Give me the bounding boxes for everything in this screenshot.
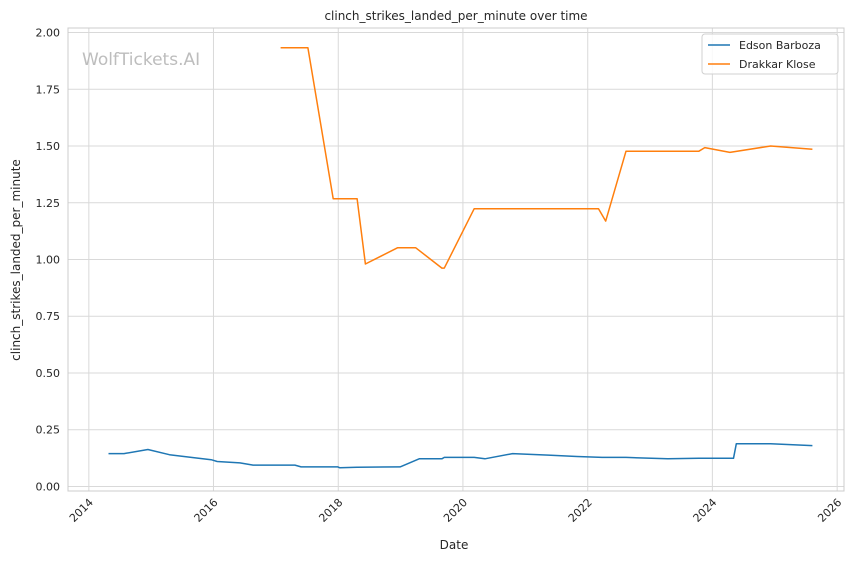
x-tick-labels: 2014 2016 2018 2020 2022 2024 2026 — [67, 496, 844, 525]
y-tick-label: 0.25 — [36, 424, 61, 437]
legend: Edson Barboza Drakkar Klose — [701, 33, 839, 75]
x-tick-label: 2020 — [441, 496, 470, 525]
y-tick-label: 0.00 — [36, 480, 61, 493]
x-axis-title: Date — [440, 538, 469, 552]
y-tick-label: 2.00 — [36, 27, 61, 40]
y-tick-label: 1.00 — [36, 254, 61, 267]
series-line-drakkar-klose — [280, 46, 813, 269]
legend-label-drakkar-klose: Drakkar Klose — [739, 58, 816, 71]
y-tick-label: 1.75 — [36, 83, 61, 96]
chart-title: clinch_strikes_landed_per_minute over ti… — [324, 9, 587, 23]
y-tick-label: 1.25 — [36, 197, 61, 210]
watermark: WolfTickets.AI — [82, 50, 200, 70]
legend-box — [701, 33, 839, 75]
x-tick-label: 2016 — [192, 496, 221, 525]
x-tick-label: 2024 — [690, 496, 719, 525]
x-tick-label: 2022 — [566, 496, 595, 525]
legend-label-edson-barboza: Edson Barboza — [739, 39, 821, 52]
y-gridlines — [68, 32, 844, 487]
x-tick-label: 2014 — [67, 496, 96, 525]
y-tick-label: 0.75 — [36, 310, 61, 323]
y-tick-label: 1.50 — [36, 140, 61, 153]
x-tick-label: 2026 — [815, 496, 844, 525]
y-axis-title: clinch_strikes_landed_per_minute — [9, 159, 23, 361]
y-tick-label: 0.50 — [36, 367, 61, 380]
plot-frame — [67, 27, 845, 492]
x-tick-label: 2018 — [316, 496, 345, 525]
series-layer — [108, 46, 813, 469]
series-line-edson-barboza — [108, 443, 813, 469]
y-tick-labels: 0.00 0.25 0.50 0.75 1.00 1.25 1.50 1.75 2.00 — [36, 27, 61, 494]
